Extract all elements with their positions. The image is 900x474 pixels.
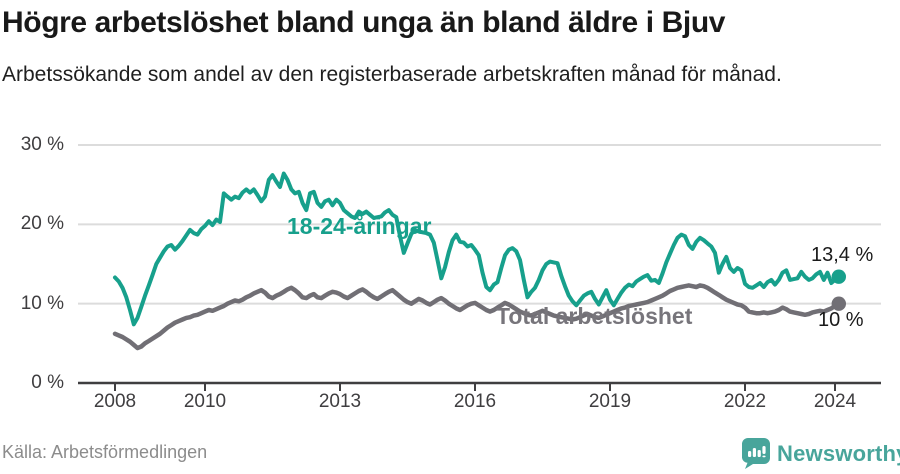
y-axis-tick-label: 0 % [31, 372, 64, 393]
x-axis-tick-label: 2022 [723, 391, 767, 412]
source-credit: Källa: Arbetsförmedlingen [2, 442, 208, 462]
newsworthy-brand: Newsworthy [742, 438, 900, 469]
end-value-label-total: 10 % [818, 309, 864, 331]
page-subtitle: Arbetssökande som andel av den registerb… [2, 63, 782, 86]
series-label-youth: 18-24-åringar [287, 213, 432, 239]
x-axis-tick-label: 2013 [318, 391, 362, 412]
dots-group [831, 269, 846, 311]
brand-name: Newsworthy [777, 440, 900, 466]
series-group [112, 171, 842, 351]
y-axis-tick-label: 30 % [20, 134, 64, 155]
newsworthy-logo-icon [742, 438, 770, 469]
x-axis-tick-label: 2019 [588, 391, 632, 412]
y-axis-tick-label: 20 % [20, 213, 64, 235]
x-axis-tick-label: 2010 [183, 391, 227, 412]
series-label-total: Total arbetslöshet [496, 303, 693, 329]
gridlines-group [78, 144, 881, 305]
end-value-label-youth: 13,4 % [811, 244, 874, 266]
page-title: Högre arbetslöshet bland unga än bland ä… [2, 6, 726, 39]
x-axis-tick-label: 2016 [453, 391, 497, 412]
axis-group [78, 381, 881, 391]
y-axis-tick-label: 10 % [20, 292, 64, 314]
x-axis-tick-label: 2024 [813, 391, 857, 412]
x-axis-tick-label: 2008 [93, 391, 137, 412]
